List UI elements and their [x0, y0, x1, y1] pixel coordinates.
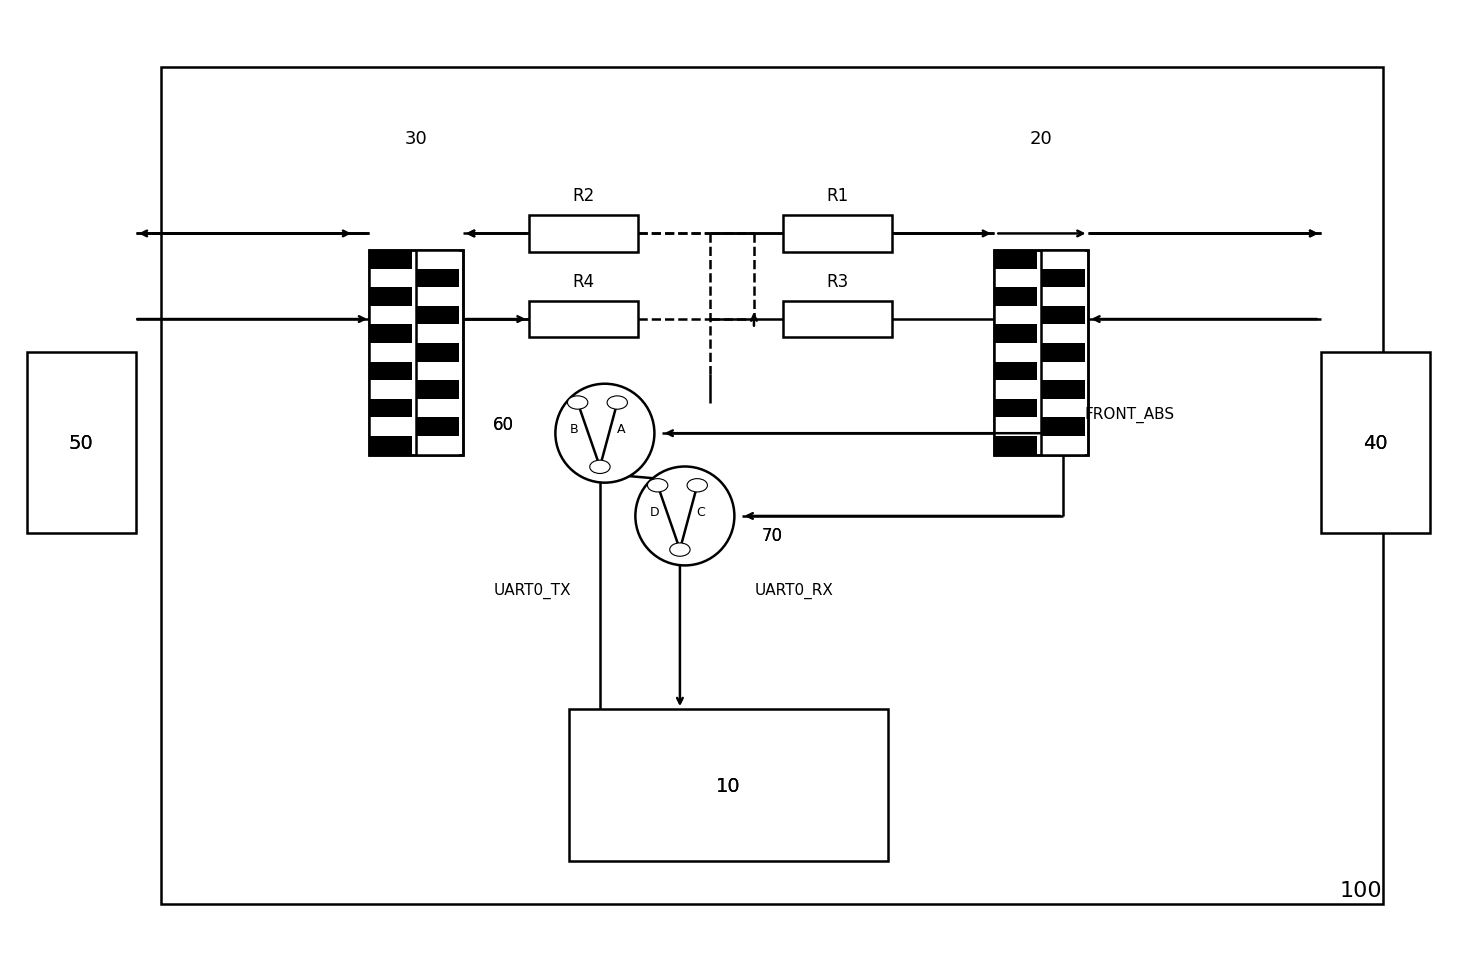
Bar	[415, 270, 459, 288]
Text: R3: R3	[826, 273, 848, 291]
Text: 70: 70	[762, 526, 782, 544]
Text: 30: 30	[405, 131, 427, 148]
Bar	[162, 68, 1383, 904]
Bar	[782, 216, 892, 253]
Text: 40: 40	[1364, 434, 1389, 453]
Circle shape	[688, 479, 708, 493]
Bar	[369, 251, 463, 456]
Bar	[1042, 418, 1084, 436]
Bar	[415, 399, 459, 418]
Bar	[1042, 307, 1084, 325]
Bar	[415, 418, 459, 436]
Bar	[994, 307, 1037, 325]
Bar	[1042, 436, 1084, 456]
Text: 60: 60	[492, 416, 514, 434]
Bar	[1042, 381, 1084, 399]
Bar	[994, 381, 1037, 399]
Bar	[369, 362, 412, 381]
Text: C: C	[696, 505, 705, 518]
Bar	[369, 251, 463, 456]
Bar	[994, 344, 1037, 362]
Circle shape	[590, 460, 610, 474]
Text: 20: 20	[1030, 131, 1052, 148]
Text: 100: 100	[1340, 880, 1383, 900]
Bar	[529, 302, 638, 337]
Bar	[1321, 353, 1431, 534]
Ellipse shape	[555, 384, 654, 483]
Text: 10: 10	[717, 776, 740, 795]
Bar	[994, 251, 1088, 456]
Bar	[994, 251, 1037, 270]
Bar	[415, 344, 459, 362]
Bar	[369, 381, 412, 399]
Bar	[415, 325, 459, 344]
Bar	[994, 251, 1088, 456]
Bar	[1042, 399, 1084, 418]
Bar	[369, 344, 412, 362]
Bar	[369, 251, 412, 270]
Bar	[369, 270, 412, 288]
Bar	[1042, 325, 1084, 344]
Circle shape	[647, 479, 667, 493]
Bar	[994, 270, 1037, 288]
Bar	[369, 418, 412, 436]
Bar	[568, 709, 889, 862]
Text: D: D	[650, 505, 659, 518]
Bar	[415, 436, 459, 456]
Text: R4: R4	[573, 273, 594, 291]
Bar	[994, 325, 1037, 344]
Bar	[1042, 362, 1084, 381]
Bar	[369, 436, 412, 456]
Circle shape	[608, 396, 628, 410]
Bar	[369, 325, 412, 344]
Bar	[415, 381, 459, 399]
Text: B: B	[570, 422, 578, 436]
Text: 50: 50	[68, 434, 93, 453]
Bar	[782, 302, 892, 337]
Bar	[1042, 270, 1084, 288]
Bar	[415, 288, 459, 307]
Text: 70: 70	[762, 526, 782, 544]
Bar	[994, 418, 1037, 436]
Circle shape	[567, 396, 587, 410]
Circle shape	[670, 543, 691, 557]
Text: A: A	[616, 422, 625, 436]
Bar	[994, 436, 1037, 456]
Bar	[26, 353, 136, 534]
Bar	[369, 399, 412, 418]
Bar	[369, 307, 412, 325]
Bar	[994, 288, 1037, 307]
Ellipse shape	[635, 467, 734, 566]
Text: FRONT_ABS: FRONT_ABS	[1085, 407, 1174, 423]
Bar	[415, 251, 459, 270]
Bar	[994, 399, 1037, 418]
Bar	[994, 362, 1037, 381]
Text: UART0_RX: UART0_RX	[755, 582, 833, 598]
Text: 50: 50	[68, 434, 93, 453]
Bar	[1042, 344, 1084, 362]
Bar	[415, 362, 459, 381]
Bar	[529, 216, 638, 253]
Bar	[1042, 251, 1084, 270]
Text: R2: R2	[573, 187, 594, 205]
Bar	[1042, 288, 1084, 307]
Text: UART0_TX: UART0_TX	[494, 582, 571, 598]
Bar	[415, 307, 459, 325]
Text: R1: R1	[826, 187, 848, 205]
Text: 10: 10	[717, 776, 740, 795]
Text: 40: 40	[1364, 434, 1389, 453]
Bar	[369, 288, 412, 307]
Text: 60: 60	[492, 416, 514, 434]
